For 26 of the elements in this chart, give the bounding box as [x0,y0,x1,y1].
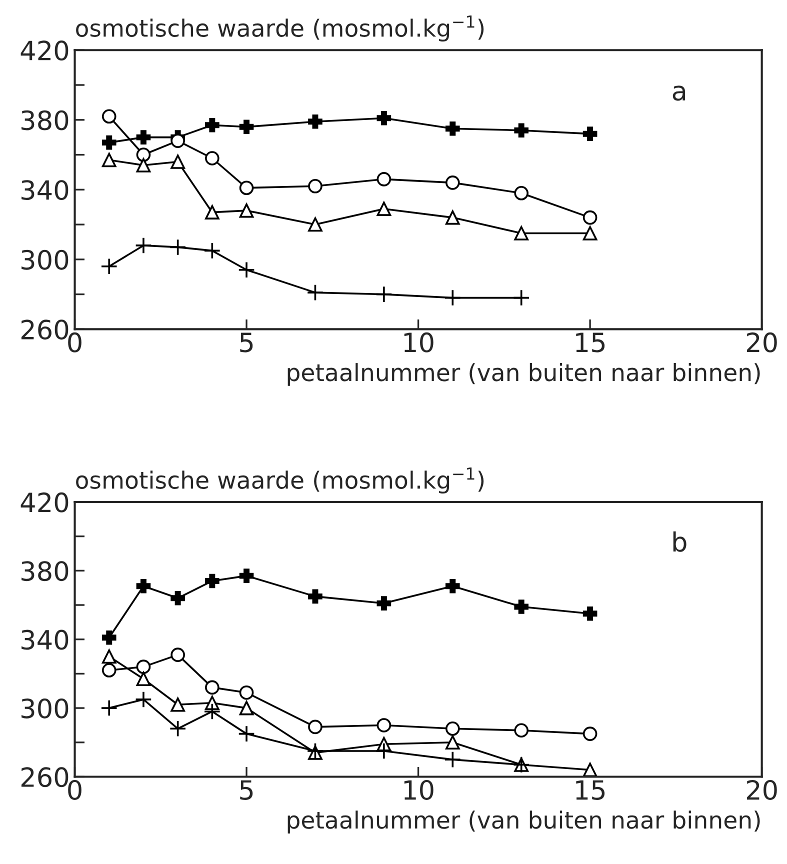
y-tick-label: 300 [22,698,68,718]
x-tick-label: 20 [746,780,777,800]
x-tick-label: 20 [746,332,777,352]
x-tick-label: 15 [576,780,605,800]
annotation: a [672,86,686,101]
x-tick-label: 5 [240,332,253,352]
y-axis-title: osmotische waarde (mosmol.kg$^{−1}$) [76,468,484,494]
y-tick-label: 420 [20,40,68,61]
x-tick-label: 10 [404,780,434,800]
y-tick-label: 420 [20,492,68,512]
x-tick-label: 0 [68,780,82,800]
x-axis-title: petaalnummer (van buiten naar binnen) [288,363,760,386]
y-tick-label: 300 [22,250,68,270]
x-tick-label: 0 [68,332,82,352]
x-tick-label: 15 [576,332,605,352]
x-axis-title: petaalnummer (van buiten naar binnen) [288,810,760,834]
x-tick-label: 10 [404,332,434,352]
y-tick-label: 380 [22,110,68,130]
y-tick-label: 340 [22,630,68,650]
y-tick-label: 260 [21,767,68,788]
y-axis-title: osmotische waarde (mosmol.kg$^{−1}$) [76,16,484,42]
annotation: b [673,531,686,552]
y-tick-label: 340 [22,180,68,200]
y-tick-label: 380 [22,561,68,582]
y-tick-label: 260 [21,320,68,340]
x-tick-label: 5 [240,780,253,800]
